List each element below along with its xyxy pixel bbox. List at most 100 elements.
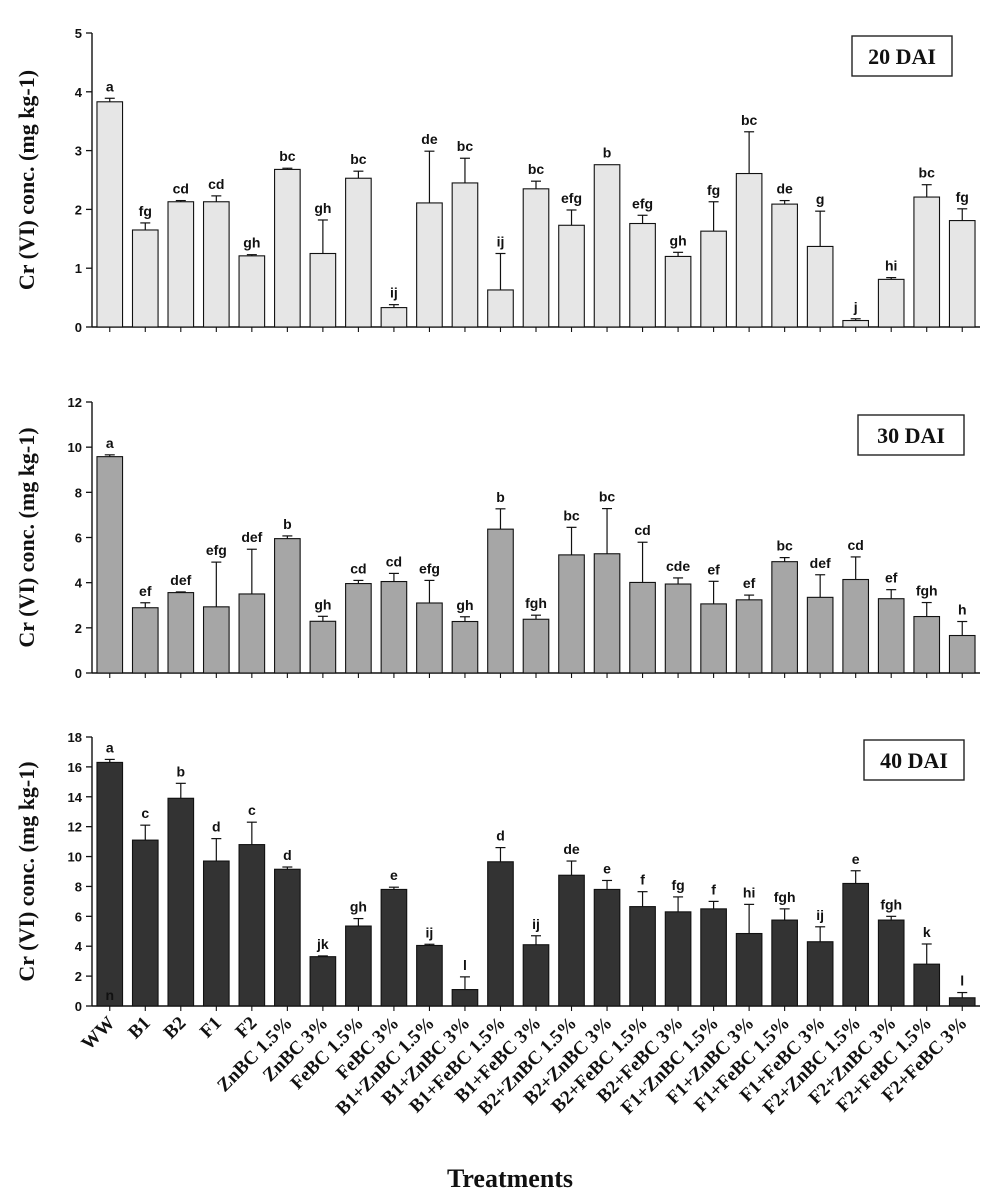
significance-label-14: de <box>563 841 580 857</box>
bar-23 <box>877 598 905 674</box>
significance-label-18: f <box>711 881 716 897</box>
significance-label-1: a <box>106 78 114 94</box>
significance-label-17: cde <box>666 558 690 574</box>
bar-15 <box>593 888 621 1007</box>
bar-3 <box>167 797 195 1007</box>
panel-title-box <box>851 35 953 77</box>
bar-14 <box>558 874 585 1007</box>
bar-22 <box>842 319 870 328</box>
bar-6 <box>274 868 301 1007</box>
y-tick-label: 8 <box>75 879 82 894</box>
significance-label-22: cd <box>848 537 864 553</box>
panel-title-box <box>857 414 965 456</box>
bar-19 <box>735 599 763 674</box>
significance-label-6: bc <box>279 148 296 164</box>
y-tick-label: 4 <box>75 576 83 591</box>
bar-20 <box>771 919 798 1007</box>
significance-label-8: gh <box>350 899 367 915</box>
bar-4 <box>202 860 230 1007</box>
significance-label-15: e <box>603 860 611 876</box>
bar-1 <box>96 101 124 328</box>
y-axis-label: Cr (VI) conc. (mg kg-1) <box>14 761 39 981</box>
bar-18 <box>700 908 727 1007</box>
significance-label-9: e <box>390 867 398 883</box>
y-tick-label: 1 <box>75 261 82 276</box>
bar-inner-label: n <box>105 987 114 1003</box>
significance-label-9: cd <box>386 553 402 569</box>
significance-label-3: b <box>177 763 186 779</box>
bar-2 <box>131 229 159 328</box>
bar-18 <box>700 603 727 674</box>
bar-11 <box>451 989 479 1007</box>
significance-label-23: hi <box>885 258 897 274</box>
bar-7 <box>309 620 337 674</box>
significance-label-19: hi <box>743 884 755 900</box>
y-tick-label: 6 <box>75 909 82 924</box>
bar-17 <box>664 583 692 674</box>
significance-label-17: fg <box>671 877 684 893</box>
bar-16 <box>629 581 656 674</box>
significance-label-5: c <box>248 802 256 818</box>
significance-label-15: bc <box>599 489 616 505</box>
y-tick-label: 12 <box>68 395 82 410</box>
significance-label-18: ef <box>707 561 720 577</box>
bar-24 <box>913 963 941 1007</box>
bar-9 <box>380 580 408 674</box>
bar-9 <box>380 307 408 328</box>
panel-title: 30 DAI <box>877 423 945 448</box>
bar-21 <box>806 245 834 328</box>
significance-label-14: bc <box>563 507 580 523</box>
bar-2 <box>131 839 159 1007</box>
bar-21 <box>806 941 834 1007</box>
bar-14 <box>558 224 585 328</box>
significance-label-13: ij <box>532 916 540 932</box>
significance-label-4: efg <box>206 542 227 558</box>
significance-label-10: efg <box>419 560 440 576</box>
bar-17 <box>664 255 692 328</box>
significance-label-13: bc <box>528 161 545 177</box>
bar-18 <box>700 230 727 328</box>
significance-label-9: ij <box>390 285 398 301</box>
y-tick-label: 18 <box>68 730 82 745</box>
bar-2 <box>131 607 159 674</box>
significance-label-5: def <box>241 529 262 545</box>
bar-1 <box>96 456 124 674</box>
y-tick-label: 2 <box>75 621 82 636</box>
significance-label-16: cd <box>634 522 650 538</box>
significance-label-24: k <box>923 924 931 940</box>
bar-21 <box>806 596 834 674</box>
bar-10 <box>416 602 443 674</box>
bar-19 <box>735 932 763 1007</box>
significance-label-13: fgh <box>525 595 547 611</box>
significance-label-23: ef <box>885 570 898 586</box>
bar-9 <box>380 888 408 1007</box>
y-axis-label: Cr (VI) conc. (mg kg-1) <box>14 70 39 290</box>
significance-label-17: gh <box>670 232 687 248</box>
panel-title: 20 DAI <box>868 44 936 69</box>
bar-4 <box>202 606 230 674</box>
significance-label-6: b <box>283 516 292 532</box>
significance-label-16: efg <box>632 195 653 211</box>
significance-label-2: fg <box>139 203 152 219</box>
bar-13 <box>522 944 550 1007</box>
bar-16 <box>629 906 656 1007</box>
bar-13 <box>522 188 550 328</box>
bar-8 <box>345 177 372 328</box>
significance-label-7: gh <box>314 200 331 216</box>
significance-label-20: bc <box>776 538 793 554</box>
bar-19 <box>735 172 763 328</box>
y-tick-label: 5 <box>75 26 82 41</box>
bar-5 <box>238 255 266 328</box>
bar-22 <box>842 882 870 1007</box>
significance-label-20: de <box>776 181 793 197</box>
significance-label-7: jk <box>316 936 329 952</box>
y-tick-label: 0 <box>75 320 82 335</box>
significance-label-21: g <box>816 191 825 207</box>
significance-label-25: h <box>958 602 967 618</box>
significance-label-11: l <box>463 957 467 973</box>
bar-11 <box>451 182 479 328</box>
significance-label-12: b <box>496 489 505 505</box>
bar-4 <box>202 201 230 328</box>
significance-label-1: a <box>106 435 114 451</box>
